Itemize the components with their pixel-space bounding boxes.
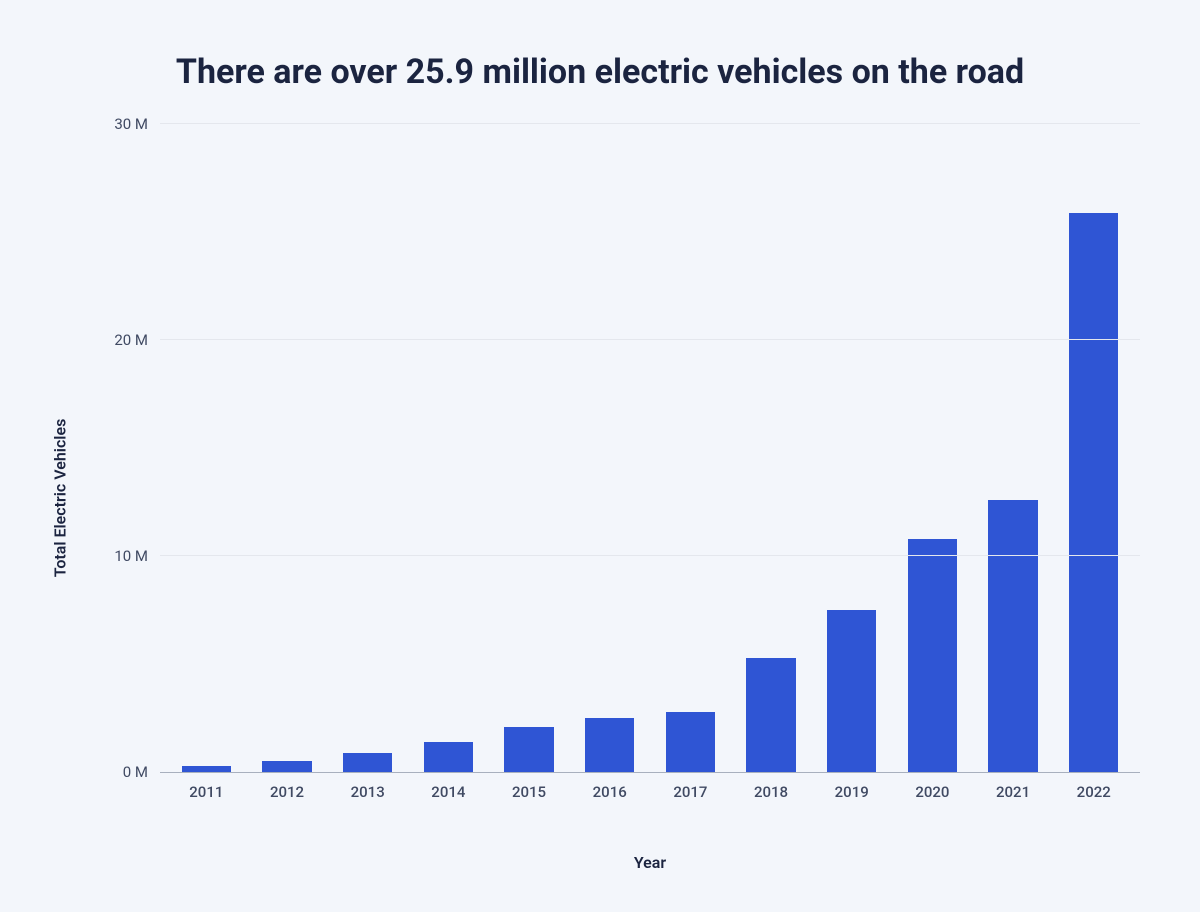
y-tick: 30 M — [114, 115, 148, 133]
x-axis-ticks: 2011201220132014201520162017201820192020… — [160, 773, 1140, 833]
chart-container: Total Electric Vehicles 30 M20 M10 M0 M … — [60, 124, 1140, 872]
bar — [908, 539, 957, 772]
bar — [827, 610, 876, 772]
bar — [504, 727, 553, 772]
y-tick: 0 M — [123, 763, 148, 781]
bar — [585, 718, 634, 772]
plot-region: 2011201220132014201520162017201820192020… — [160, 124, 1140, 872]
x-tick: 2012 — [247, 783, 328, 833]
bar-wrap — [569, 124, 650, 772]
bar — [424, 742, 473, 772]
bar — [988, 500, 1037, 772]
bar-wrap — [731, 124, 812, 772]
x-tick: 2017 — [650, 783, 731, 833]
y-tick: 20 M — [114, 331, 148, 349]
bar-wrap — [166, 124, 247, 772]
x-tick: 2014 — [408, 783, 489, 833]
gridline — [160, 555, 1140, 556]
bar — [262, 761, 311, 772]
gridline — [160, 339, 1140, 340]
bars-container — [160, 124, 1140, 772]
bar-wrap — [650, 124, 731, 772]
x-tick: 2019 — [811, 783, 892, 833]
x-axis-label: Year — [160, 853, 1140, 872]
bar — [343, 753, 392, 772]
x-tick: 2013 — [327, 783, 408, 833]
bar — [746, 658, 795, 772]
plot-area — [160, 124, 1140, 773]
bar-wrap — [1053, 124, 1134, 772]
bar-wrap — [247, 124, 328, 772]
bar-wrap — [892, 124, 973, 772]
bar-wrap — [408, 124, 489, 772]
gridline — [160, 123, 1140, 124]
bar — [666, 712, 715, 772]
bar-wrap — [973, 124, 1054, 772]
y-tick: 10 M — [114, 547, 148, 565]
bar-wrap — [327, 124, 408, 772]
bar-wrap — [489, 124, 570, 772]
x-tick: 2022 — [1053, 783, 1134, 833]
bar — [182, 766, 231, 772]
x-tick: 2016 — [569, 783, 650, 833]
bar-wrap — [811, 124, 892, 772]
x-tick: 2018 — [731, 783, 812, 833]
x-tick: 2011 — [166, 783, 247, 833]
bar — [1069, 213, 1118, 772]
y-axis: 30 M20 M10 M0 M — [60, 124, 160, 872]
x-tick: 2020 — [892, 783, 973, 833]
chart-title: There are over 25.9 million electric veh… — [176, 50, 1024, 94]
x-tick: 2021 — [973, 783, 1054, 833]
x-tick: 2015 — [489, 783, 570, 833]
